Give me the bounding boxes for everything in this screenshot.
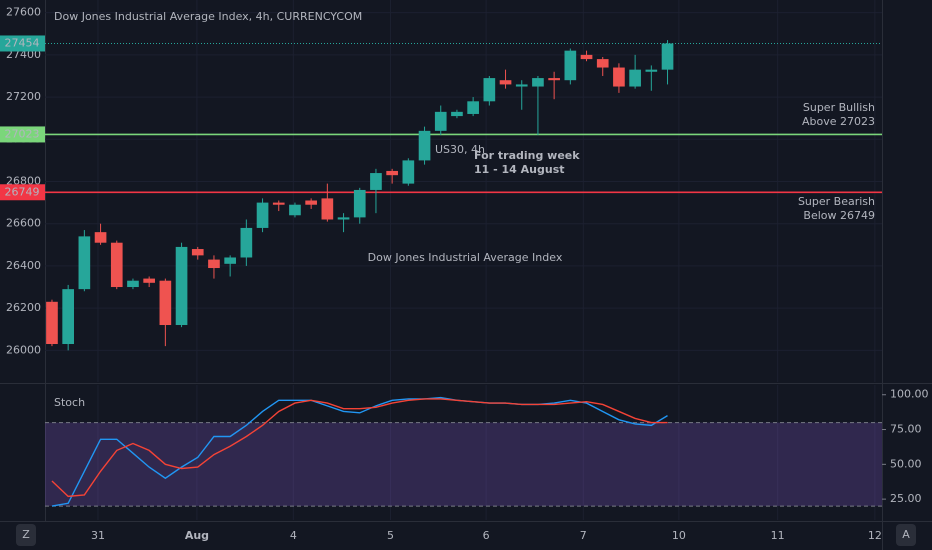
candle-body: [78, 236, 91, 290]
watermark: Dow Jones Industrial Average Index: [368, 251, 563, 264]
y-tick-label: 26800: [6, 175, 41, 188]
candle-body: [467, 101, 479, 114]
y-tick-label: 50.00: [890, 457, 922, 470]
annotation: Super Bullish: [803, 101, 875, 114]
candle-body: [110, 242, 123, 288]
y-tick-label: 27600: [6, 6, 41, 19]
annotation: Above 27023: [802, 115, 875, 128]
candle-body: [564, 50, 577, 81]
candle-body: [337, 217, 350, 220]
y-tick-label: 26600: [6, 217, 41, 230]
chart-title: Dow Jones Industrial Average Index, 4h, …: [54, 10, 362, 23]
x-tick-label: 6: [483, 529, 490, 542]
candle-body: [645, 69, 658, 72]
candle-body: [175, 246, 188, 326]
price-level-label: 27454: [5, 36, 40, 49]
candle-body: [580, 54, 593, 60]
price-level-label: 26749: [5, 185, 40, 198]
candle-body: [451, 111, 463, 117]
annotation: Super Bearish: [798, 195, 875, 208]
annotation: Below 26749: [803, 209, 875, 222]
candle-body: [596, 59, 609, 68]
price-level-box: [0, 184, 45, 201]
candle-body: [46, 301, 58, 345]
annotation: For trading week: [474, 149, 580, 162]
button-label[interactable]: Z: [22, 528, 30, 541]
x-tick-label: 31: [91, 529, 105, 542]
y-tick-label: 100.00: [890, 388, 929, 401]
candle-body: [191, 249, 204, 256]
x-tick-label: 7: [580, 529, 587, 542]
candle-body: [159, 280, 172, 326]
x-tick-label: 12: [868, 529, 882, 542]
x-tick-label: Aug: [185, 529, 209, 542]
y-tick-label: 26200: [6, 301, 41, 314]
candle-body: [499, 80, 512, 85]
y-tick-label: 25.00: [890, 492, 922, 505]
candle-body: [321, 198, 334, 220]
candle-body: [418, 130, 431, 161]
candle-body: [127, 280, 139, 288]
candle-body: [548, 78, 560, 81]
y-tick-label: 75.00: [890, 423, 922, 436]
price-level-box: [0, 35, 45, 52]
candle-body: [143, 278, 155, 283]
candle-body: [661, 43, 674, 70]
candle-body: [532, 78, 544, 87]
button-label[interactable]: A: [902, 528, 910, 541]
scale-button[interactable]: [896, 524, 916, 546]
candle-body: [402, 160, 415, 184]
candle-body: [256, 202, 269, 228]
price-level-box: [0, 126, 45, 143]
candle-body: [370, 173, 382, 190]
x-tick-label: 10: [672, 529, 686, 542]
stoch-line: [51, 398, 668, 498]
y-tick-label: 26400: [6, 259, 41, 272]
candle-body: [353, 189, 366, 218]
x-tick-label: 5: [387, 529, 394, 542]
candle-body: [94, 232, 107, 243]
candle-body: [240, 227, 253, 258]
scale-button[interactable]: [16, 524, 36, 546]
candle-body: [208, 259, 220, 269]
candle-body: [515, 84, 528, 87]
candle-body: [613, 67, 625, 87]
candle-body: [434, 111, 447, 131]
annotation: 11 - 14 August: [474, 163, 565, 176]
y-tick-label: 26000: [6, 343, 41, 356]
x-tick-label: 4: [290, 529, 297, 542]
x-tick-label: 11: [771, 529, 785, 542]
candle-body: [289, 204, 301, 216]
price-level-label: 27023: [5, 127, 40, 140]
candle-body: [224, 257, 236, 264]
band: [45, 422, 882, 507]
y-tick-label: 27200: [6, 90, 41, 103]
candle-body: [629, 69, 641, 87]
candle-body: [483, 78, 496, 102]
candle-body: [305, 200, 317, 205]
candle-body: [386, 170, 398, 176]
candle-body: [272, 202, 285, 205]
watermark: US30, 4h: [435, 143, 485, 156]
panel-title: Stoch: [54, 396, 85, 409]
stoch-line: [51, 396, 668, 507]
candle-body: [62, 289, 74, 345]
